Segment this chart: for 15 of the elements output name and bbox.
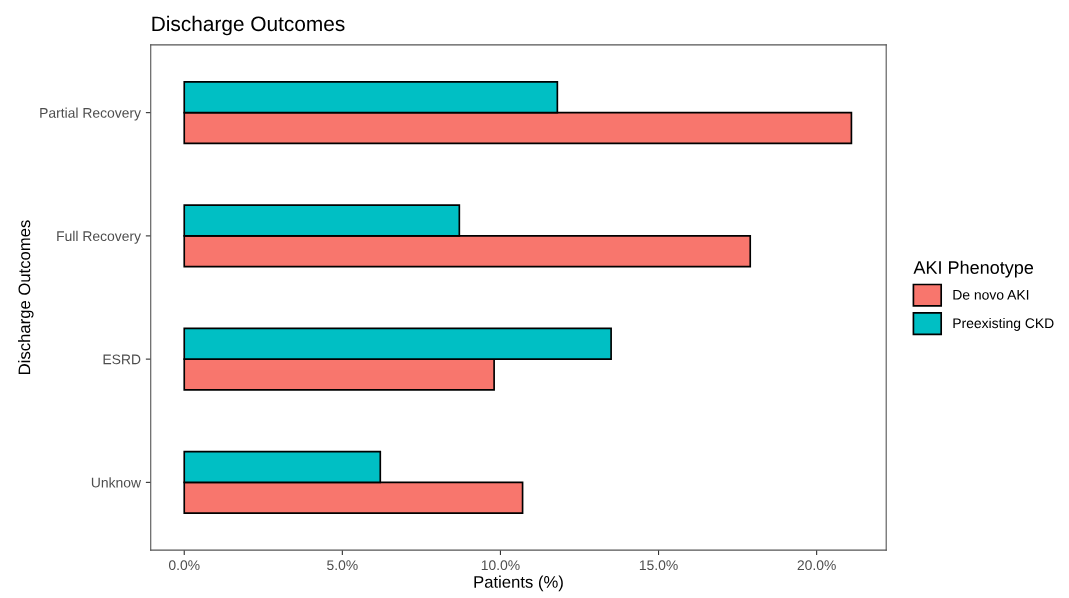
chart-title: Discharge Outcomes	[152, 15, 345, 36]
x-tick-label: 5.0%	[327, 560, 358, 571]
y-axis-title: Discharge Outcomes	[18, 220, 34, 374]
x-tick-label: 0.0%	[168, 560, 200, 571]
x-tick-label: 15.0%	[639, 560, 678, 571]
x-tick-label: 10.0%	[481, 560, 520, 571]
x-axis-title: Patients (%)	[474, 575, 563, 592]
y-tick-label: ESRD	[103, 354, 141, 365]
y-tick-label: Full Recovery	[57, 230, 141, 244]
legend-label: De novo AKI	[953, 290, 1029, 300]
y-tick-label: Partial Recovery	[40, 107, 141, 121]
x-tick-label: 20.0%	[797, 560, 836, 571]
legend-label: Preexisting CKD	[953, 317, 1054, 331]
legend-title: AKI Phenotype	[913, 260, 1034, 278]
y-tick-label: Unknow	[91, 477, 142, 488]
